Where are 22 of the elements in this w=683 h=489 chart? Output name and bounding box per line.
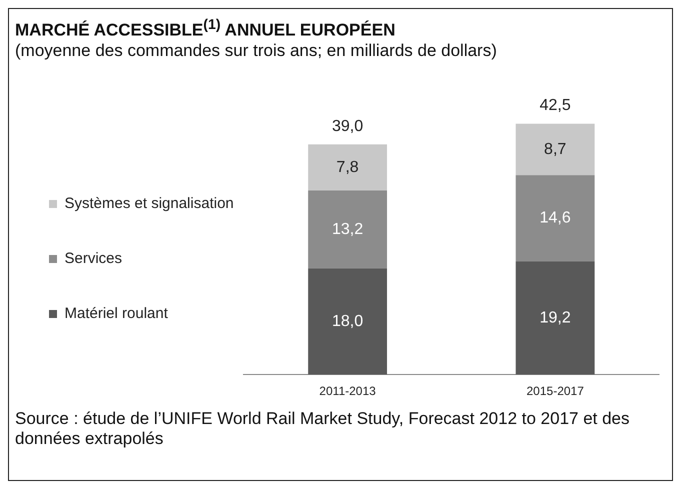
legend-label: Matériel roulant <box>64 304 169 322</box>
data-label: 19,2 <box>540 309 571 326</box>
x-tick-label: 2011-2013 <box>319 384 376 398</box>
x-tick-label: 2015-2017 <box>526 384 584 398</box>
bar <box>308 190 388 268</box>
bar <box>308 144 388 190</box>
total-label: 42,5 <box>540 96 571 114</box>
data-label: 7,8 <box>336 158 359 176</box>
bar <box>516 174 595 261</box>
bar <box>516 123 595 175</box>
chart-subtitle: (moyenne des commandes sur trois ans; en milliards de dollars) <box>15 40 498 61</box>
data-label: 13,2 <box>332 220 364 238</box>
bar <box>308 268 388 374</box>
bar <box>516 260 595 374</box>
data-label: 14,6 <box>540 209 571 226</box>
data-label: 8,7 <box>544 140 566 158</box>
legend-label: Services <box>64 250 122 267</box>
data-label: 18,0 <box>332 312 364 330</box>
legend-label: Systèmes et signalisation <box>64 194 234 212</box>
total-label: 39,0 <box>332 117 364 134</box>
chart-title: MARCHÉ ACCESSIBLE$^{(1)}$ ANNUEL EUROPÉEN <box>15 17 396 41</box>
source-note: Source : étude de l’UNIFE World Rail Market Study, Forecast 2012 to 2017 et des données extrapolés <box>15 408 631 449</box>
